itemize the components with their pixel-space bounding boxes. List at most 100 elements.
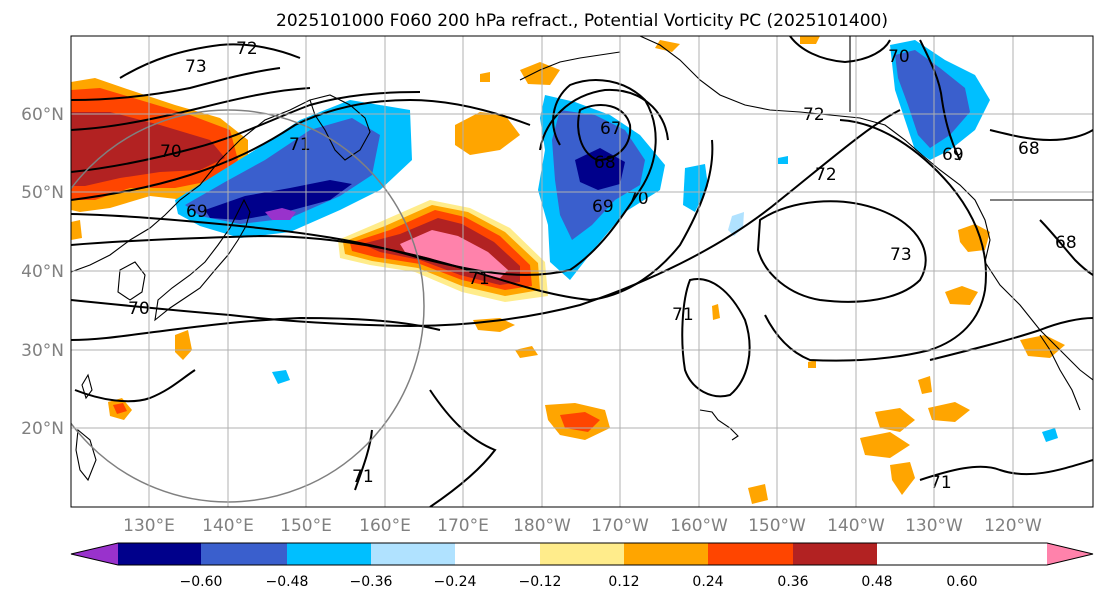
lon-label: 160°E [359,516,411,536]
coastline-hawaii [699,409,739,441]
map-frame [70,35,1094,508]
contour-line [989,129,1093,142]
colorbar-cell [793,543,877,565]
contour-line [74,369,196,403]
colorbar-tick-label: −0.24 [434,574,477,590]
contour-label: 70 [160,142,182,162]
contour-line [919,39,961,161]
contour-line [71,316,441,341]
contour-line [756,200,927,303]
pv-negative-anomaly-band-max [205,180,352,220]
pv-positive-patch [800,36,820,44]
lat-label: 60°N [21,105,64,125]
colorbar-cell [624,543,708,565]
pv-positive-patch [875,408,915,432]
coastlines [71,36,1093,482]
contour-line [764,119,987,362]
latitude-labels: 60°N 50°N 40°N 30°N 20°N [21,105,64,439]
contour-label: 72 [236,39,258,59]
contour-label: 71 [352,467,374,487]
gridlines [71,36,1093,507]
contour-label: 71 [468,269,490,289]
map-title: 2025101000 F060 200 hPa refract., Potent… [276,11,888,31]
longitude-labels: 130°E 140°E 150°E 160°E 170°E 180°W 170°… [123,516,1042,536]
lat-label: 20°N [21,419,64,439]
coastline-philippines [75,428,97,482]
coastline-korea [117,261,146,301]
contour-line [71,109,901,328]
contour-line [577,104,632,162]
pv-positive-patch [860,432,910,458]
contour-line [354,429,373,491]
colorbar-tick-label: 0.36 [777,574,808,590]
contour-line [71,98,531,201]
colorbar-tick-labels: −0.60 −0.48 −0.36 −0.24 −0.12 0.12 0.24 … [180,574,978,590]
lon-label: 170°E [437,516,489,536]
pv-negative-anomaly-alaska-core [895,50,970,148]
contour-label: 70 [888,47,910,67]
map-content: 72 73 71 70 69 67 68 69 70 72 72 70 68 6… [71,36,1093,507]
pv-positive-patch [71,220,82,240]
contour-line [71,87,311,131]
pv-positive-patch [455,112,520,155]
coastline-alaska [639,36,1093,381]
pv-positive-patch [928,402,970,422]
colorbar-tick-label: −0.48 [266,574,309,590]
pv-negative-patch [778,156,788,164]
colorbar-tick-label: −0.12 [519,574,562,590]
colorbar-tick-label: 0.24 [692,574,723,590]
contour-line [71,91,421,173]
contour-label: 68 [594,153,616,173]
contour-label: 67 [600,119,622,139]
coastline-baja [1039,334,1081,411]
contour-line [71,79,657,276]
refractivity-contours [71,36,1093,507]
lon-label: 120°W [984,516,1042,536]
coastline-kamchatka [309,94,371,161]
contour-label: 72 [815,165,837,185]
lat-label: 50°N [21,183,64,203]
contour-label: 71 [289,135,311,155]
lat-label: 40°N [21,262,64,282]
colorbar-tick-label: −0.60 [180,574,223,590]
contour-label: 69 [942,145,964,165]
colorbar-tick-label: −0.36 [350,574,393,590]
pv-positive-patch [480,72,490,82]
contour-label: 72 [803,105,825,125]
contour-label: 73 [185,57,207,77]
contour-label: 68 [1055,233,1077,253]
pv-positive-patch [515,346,538,358]
coastline-japan [154,198,251,322]
lon-label: 140°E [202,516,254,536]
lon-label: 130°E [123,516,175,536]
lon-label: 150°E [280,516,332,536]
pv-negative-patch [683,164,708,212]
colorbar-cell [540,543,624,565]
coastline-asia [71,99,311,273]
colorbar-extend-high [1047,543,1093,565]
pv-positive-patch [1020,335,1065,358]
lon-label: 130°W [905,516,963,536]
colorbar-tick-label: 0.48 [861,574,892,590]
contour-label: 70 [128,299,150,319]
colorbar-outline [70,542,1094,566]
contour-line [789,36,891,64]
pv-negative-patch [1042,428,1058,442]
pv-positive-patch [175,330,192,360]
contour-label: 71 [672,305,694,325]
pv-positive-patch [918,376,932,394]
colorbar-cell [455,543,540,565]
colorbar-tick-label: 0.60 [946,574,977,590]
lon-label: 150°W [748,516,806,536]
lat-label: 30°N [21,341,64,361]
colorbar: −0.60 −0.48 −0.36 −0.24 −0.12 0.12 0.24 … [70,542,1094,590]
colorbar-tick-label: 0.12 [608,574,639,590]
contour-label: 68 [1018,139,1040,159]
contour-labels: 72 73 71 70 69 67 68 69 70 72 72 70 68 6… [128,39,1077,493]
pv-positive-anomaly-central-max [400,230,508,278]
pv-positive-patch [712,304,720,320]
pv-negative-anomaly-north-pacific-max [575,148,625,190]
pv-positive-patch [655,40,680,52]
contour-line [1039,219,1093,276]
